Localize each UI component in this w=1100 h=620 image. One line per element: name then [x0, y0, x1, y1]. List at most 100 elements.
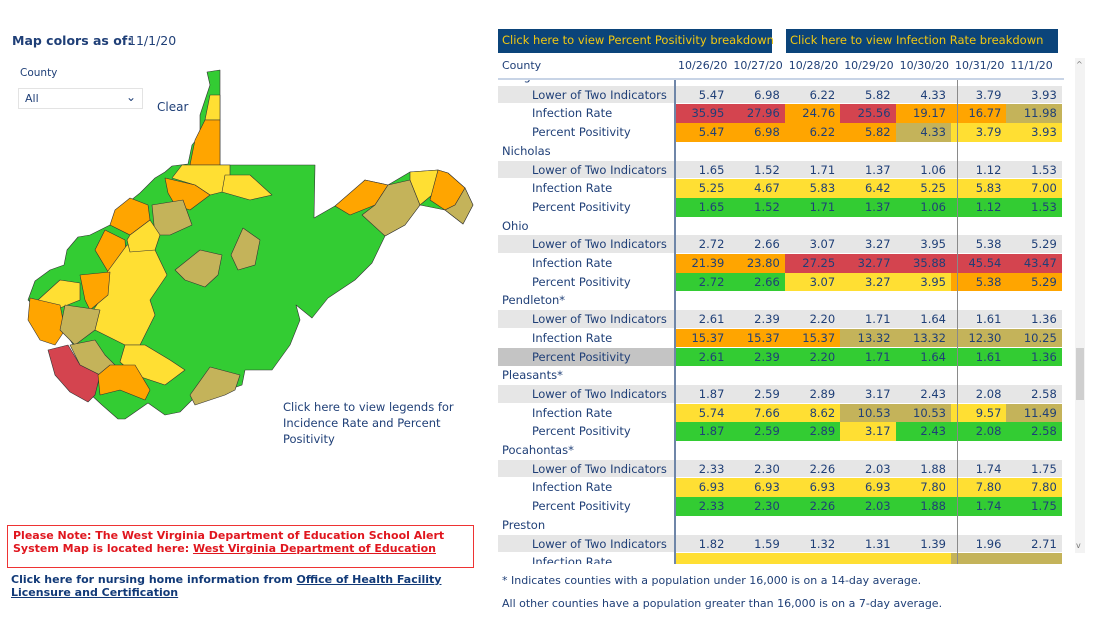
- table-row[interactable]: Infection Rate 6.93 6.93 6.93 6.93 7.80 7.80 7.…: [498, 478, 1064, 498]
- county-name: Pendleton*: [502, 293, 566, 308]
- county-group-row[interactable]: Ohio: [498, 217, 1064, 236]
- table-row[interactable]: Lower of Two Indicators 5.47 6.98 6.22 5.82 4…: [498, 85, 1064, 105]
- value-cell: 6.42: [840, 179, 896, 198]
- scroll-down-icon[interactable]: v: [1076, 541, 1081, 550]
- table-row[interactable]: Percent Positivity 2.61 2.39 2.20 1.71 1.64 1.…: [498, 347, 1064, 367]
- county-group-row[interactable]: Pocahontas*: [498, 441, 1064, 460]
- date-column-header[interactable]: 10/28/20: [788, 59, 839, 72]
- county-map[interactable]: [0, 60, 480, 480]
- value-cell: 1.74: [951, 497, 1007, 516]
- value-cell: 6.22: [784, 123, 841, 142]
- table-row[interactable]: Percent Positivity 2.72 2.66 3.07 3.27 3.95 5.…: [498, 272, 1064, 292]
- doe-link[interactable]: West Virginia Department of Education: [192, 542, 436, 555]
- table-row[interactable]: Infection Rate: [498, 553, 1064, 564]
- value-cell: 16.77: [951, 104, 1007, 124]
- map-colors-as-of-label: Map colors as of:: [12, 33, 133, 48]
- date-column-header[interactable]: 10/27/20: [733, 59, 783, 72]
- date-column-header[interactable]: 10/30/20: [899, 59, 949, 72]
- table-row[interactable]: Percent Positivity 2.33 2.30 2.26 2.03 1.88 1.…: [498, 497, 1064, 516]
- table-row[interactable]: Infection Rate 5.25 4.67 5.83 6.42 5.25 5.83 7.…: [498, 179, 1064, 198]
- value-cell: 1.36: [1006, 310, 1062, 328]
- value-cell: 6.93: [729, 478, 785, 498]
- table-row[interactable]: Percent Positivity 1.87 2.59 2.89 3.17 2.43 2.…: [498, 422, 1064, 441]
- scrollbar-thumb[interactable]: [1076, 348, 1084, 400]
- value-cell: 3.93: [1006, 85, 1062, 104]
- county-dropdown[interactable]: All ⌄: [18, 88, 143, 109]
- value-cell: 2.08: [951, 384, 1007, 403]
- indicator-label: Lower of Two Indicators: [498, 235, 674, 253]
- clear-button[interactable]: Clear: [157, 100, 189, 114]
- scroll-up-icon[interactable]: ^: [1076, 60, 1083, 69]
- table-scrollbar[interactable]: [1075, 58, 1085, 553]
- value-cell: 2.61: [674, 310, 730, 328]
- value-cell: [951, 553, 1007, 564]
- ohflac-link[interactable]: Office of Health Facility Licensure and …: [11, 573, 442, 599]
- value-cell: 2.59: [729, 422, 785, 441]
- value-cell: 2.20: [784, 310, 841, 328]
- value-cell: 2.72: [674, 272, 730, 292]
- date-column-header[interactable]: 10/26/20: [678, 59, 728, 72]
- value-cell: [1006, 553, 1062, 564]
- value-cell: 1.39: [895, 534, 951, 553]
- value-cell: 2.61: [674, 347, 730, 367]
- table-row[interactable]: Lower of Two Indicators 1.82 1.59 1.32 1.31 1…: [498, 534, 1064, 554]
- table-row[interactable]: Infection Rate 35.95 27.96 24.76 25.56 19.17 1…: [498, 104, 1064, 124]
- value-cell: 5.29: [1006, 272, 1062, 292]
- value-cell: 5.25: [674, 179, 730, 198]
- value-cell: 1.53: [1006, 197, 1062, 217]
- date-column-header[interactable]: 10/31/20: [955, 59, 1005, 72]
- infection-rate-breakdown-button[interactable]: Click here to view Infection Rate breakd…: [786, 29, 1058, 53]
- county-group-row[interactable]: Pendleton*: [498, 291, 1064, 310]
- value-cell: 3.79: [951, 123, 1007, 142]
- value-cell: 4.33: [895, 123, 951, 142]
- value-cell: 1.52: [729, 160, 785, 179]
- value-cell: 10.53: [840, 403, 896, 423]
- value-cell: 7.80: [895, 478, 951, 498]
- value-cell: 1.52: [729, 197, 785, 217]
- county-group-row[interactable]: Preston: [498, 516, 1064, 535]
- date-column-header[interactable]: 10/29/20: [844, 59, 894, 72]
- table-row[interactable]: Lower of Two Indicators 2.33 2.30 2.26 2.03 1…: [498, 459, 1064, 479]
- value-cell: 3.95: [895, 272, 951, 292]
- value-cell: 2.71: [1006, 534, 1062, 553]
- value-cell: 2.58: [1006, 422, 1062, 441]
- table-row[interactable]: Percent Positivity 1.65 1.52 1.71 1.37 1.06 1.…: [498, 197, 1064, 217]
- value-cell: 19.17: [895, 104, 951, 124]
- value-cell: 2.20: [784, 347, 841, 367]
- percent-positivity-breakdown-button[interactable]: Click here to view Percent Positivity br…: [498, 29, 774, 53]
- table-row[interactable]: Lower of Two Indicators 1.87 2.59 2.89 3.17 2…: [498, 384, 1064, 404]
- value-cell: 32.77: [840, 254, 896, 273]
- value-cell: 5.82: [840, 123, 896, 142]
- indicator-label: Percent Positivity: [532, 274, 631, 289]
- table-row[interactable]: Lower of Two Indicators 2.61 2.39 2.20 1.71 1…: [498, 310, 1064, 329]
- date-column-header[interactable]: 11/1/20: [1010, 59, 1053, 72]
- table-row[interactable]: Percent Positivity 5.47 6.98 6.22 5.82 4.33 3.…: [498, 123, 1064, 142]
- indicator-label: Lower of Two Indicators: [498, 310, 674, 328]
- indicator-label: Lower of Two Indicators: [498, 85, 674, 104]
- value-cell: 5.38: [951, 272, 1007, 292]
- value-cell: 9.57: [951, 403, 1007, 423]
- value-cell: 2.66: [729, 272, 785, 292]
- legends-link[interactable]: Click here to view legends for Incidence…: [283, 400, 454, 446]
- value-cell: 10.53: [895, 403, 951, 423]
- table-row[interactable]: Infection Rate 21.39 23.80 27.25 32.77 35.88 4…: [498, 254, 1064, 273]
- value-cell: 4.33: [895, 85, 951, 104]
- table-row[interactable]: Lower of Two Indicators 1.65 1.52 1.71 1.37 1…: [498, 160, 1064, 180]
- indicator-label: Infection Rate: [532, 405, 613, 420]
- value-cell: 3.27: [840, 272, 896, 292]
- value-cell: [674, 553, 730, 564]
- value-cell: 3.93: [1006, 123, 1062, 142]
- table-row[interactable]: Infection Rate 15.37 15.37 15.37 13.32 13.32 1…: [498, 328, 1064, 348]
- value-cell: 2.30: [729, 497, 785, 516]
- value-cell: 1.75: [1006, 459, 1062, 478]
- county-group-row[interactable]: Pleasants*: [498, 366, 1064, 385]
- county-column-header[interactable]: County: [502, 59, 542, 72]
- value-cell: 1.37: [840, 197, 896, 217]
- value-cell: 2.03: [840, 459, 896, 478]
- table-row[interactable]: Lower of Two Indicators 2.72 2.66 3.07 3.27 3…: [498, 235, 1064, 254]
- indicator-label: Percent Positivity: [532, 125, 631, 140]
- indicator-label: Infection Rate: [532, 480, 613, 495]
- value-cell: 3.07: [784, 272, 841, 292]
- table-row[interactable]: Infection Rate 5.74 7.66 8.62 10.53 10.53 9.57…: [498, 403, 1064, 423]
- county-group-row[interactable]: Nicholas: [498, 142, 1064, 161]
